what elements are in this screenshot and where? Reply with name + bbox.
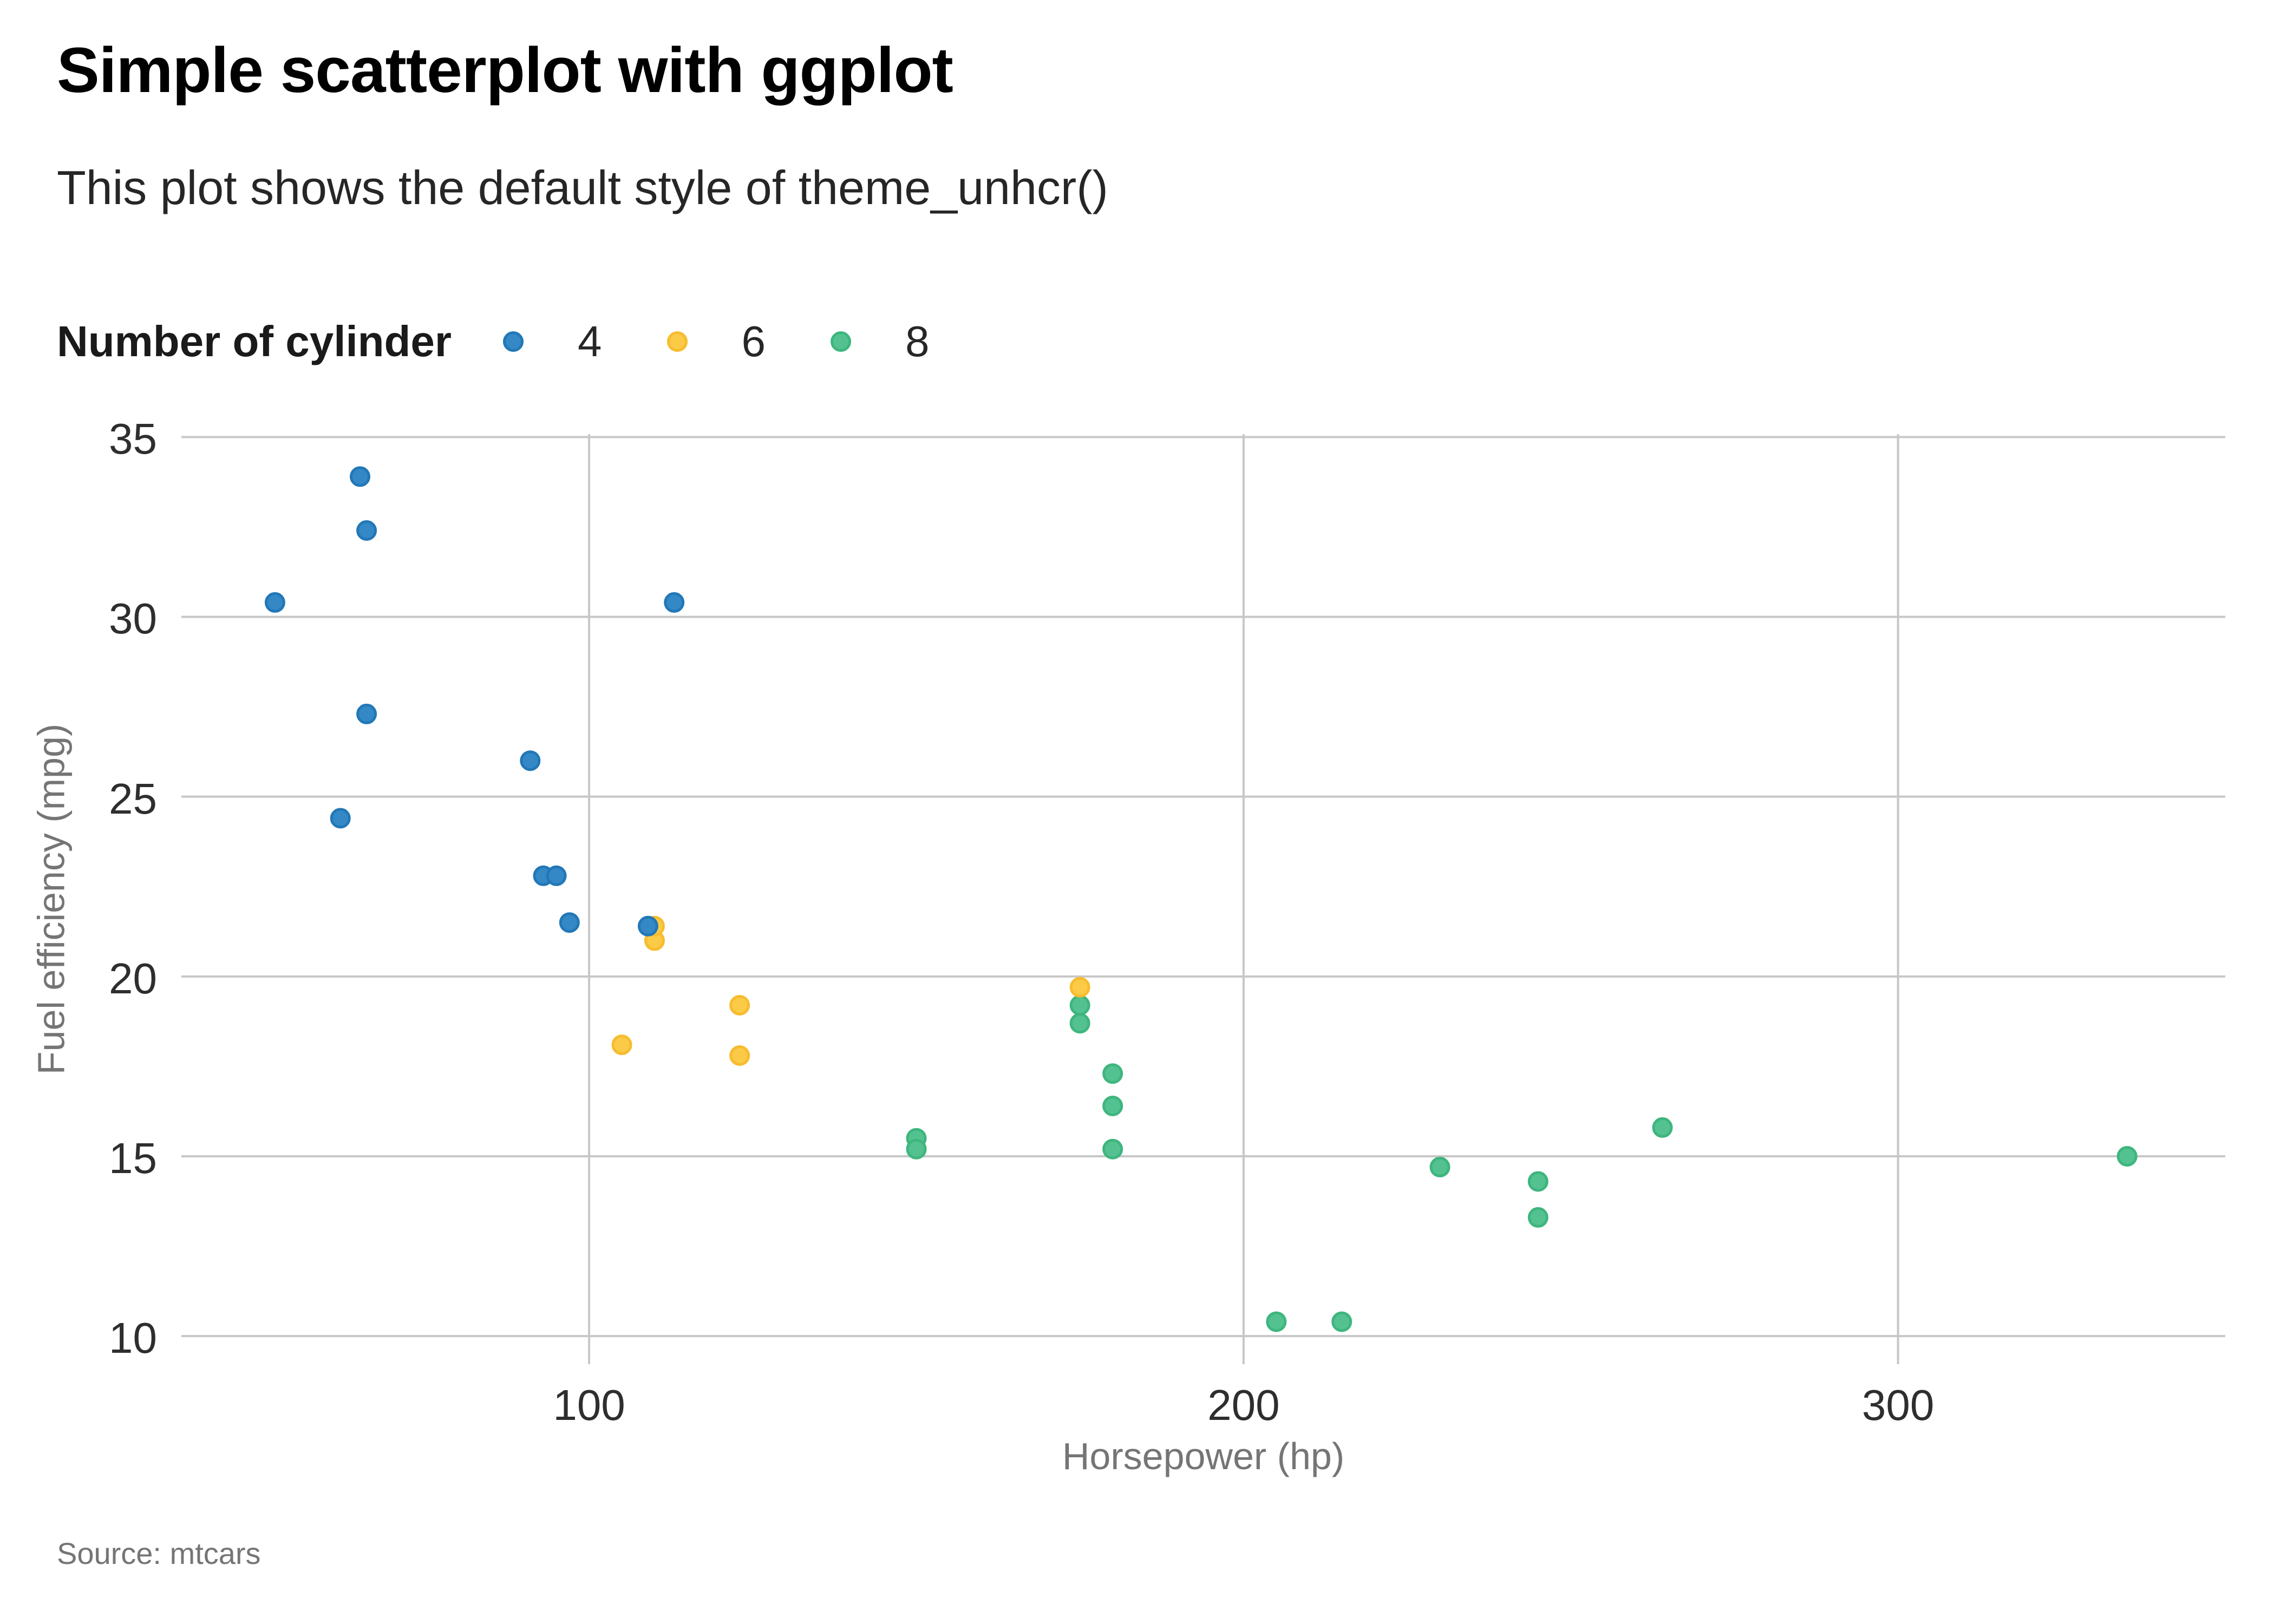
data-point-cyl8 — [1652, 1117, 1673, 1138]
y-tick-label-15: 15 — [109, 1134, 157, 1182]
legend-title: Number of cylinder — [57, 317, 452, 365]
data-point-cyl4 — [520, 750, 541, 771]
gridlines — [181, 434, 2225, 1364]
legend-item-8: 8 — [831, 317, 930, 366]
page-subtitle: This plot shows the default style of the… — [57, 161, 1108, 214]
y-axis-title: Fuel efficiency (mpg) — [30, 723, 73, 1075]
legend-dot-icon — [503, 331, 524, 352]
x-tick-label-100: 100 — [553, 1381, 625, 1429]
data-point-cyl4 — [637, 915, 658, 937]
y-tick-label-35: 35 — [109, 415, 157, 463]
data-point-cyl8 — [1069, 1013, 1090, 1034]
legend-item-4: 4 — [503, 317, 602, 366]
data-point-cyl4 — [356, 703, 377, 724]
data-point-cyl6 — [729, 995, 750, 1016]
page-title: Simple scatterplot with ggplot — [57, 35, 953, 106]
data-point-cyl8 — [2116, 1146, 2138, 1167]
y-tick-label-10: 10 — [109, 1314, 157, 1363]
data-points — [264, 466, 2138, 1332]
data-point-cyl4 — [350, 466, 370, 487]
y-tick-label-30: 30 — [109, 594, 157, 643]
data-point-cyl6 — [729, 1045, 750, 1066]
data-point-cyl4 — [356, 520, 377, 541]
y-tick-label-25: 25 — [109, 774, 157, 823]
source-caption: Source: mtcars — [57, 1536, 261, 1570]
x-tick-label-200: 200 — [1207, 1381, 1280, 1429]
data-point-cyl6 — [1069, 977, 1090, 998]
y-tick-label-20: 20 — [109, 954, 157, 1003]
data-point-cyl8 — [1102, 1138, 1123, 1160]
legend: Number of cylinder 4 6 8 — [57, 316, 930, 367]
legend-dot-icon — [831, 331, 852, 352]
legend-item-6: 6 — [666, 317, 766, 366]
data-point-cyl4 — [330, 808, 351, 829]
data-point-cyl4 — [264, 592, 285, 613]
x-axis-title: Horsepower (hp) — [1062, 1435, 1345, 1477]
legend-items: 4 6 8 — [503, 317, 930, 366]
data-point-cyl8 — [1331, 1311, 1352, 1332]
data-point-cyl8 — [1069, 995, 1090, 1016]
legend-item-label: 4 — [578, 317, 602, 365]
data-point-cyl6 — [611, 1034, 632, 1056]
legend-item-label: 6 — [741, 317, 766, 365]
data-point-cyl4 — [664, 592, 685, 613]
data-point-cyl8 — [1102, 1063, 1123, 1084]
legend-item-label: 8 — [905, 317, 930, 365]
data-point-cyl8 — [1266, 1311, 1287, 1332]
data-point-cyl4 — [546, 865, 567, 886]
data-point-cyl8 — [906, 1138, 927, 1160]
data-point-cyl4 — [559, 912, 580, 933]
data-point-cyl8 — [1429, 1156, 1450, 1177]
legend-dot-icon — [666, 331, 688, 352]
data-point-cyl8 — [1527, 1171, 1548, 1192]
data-point-cyl8 — [1527, 1207, 1548, 1228]
x-tick-label-300: 300 — [1861, 1381, 1935, 1429]
data-point-cyl8 — [1102, 1096, 1123, 1116]
